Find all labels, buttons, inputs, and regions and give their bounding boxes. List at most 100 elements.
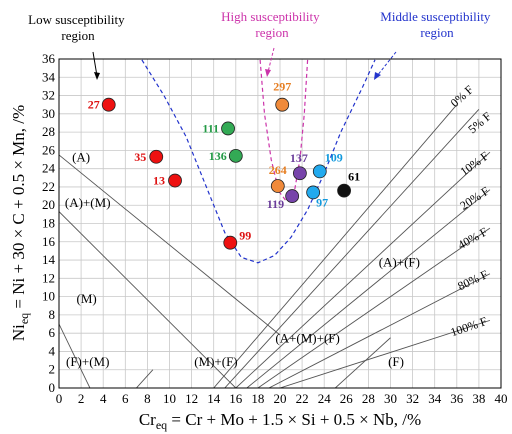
phase-boundary (246, 189, 491, 388)
data-point (275, 97, 290, 112)
x-tick-label: 22 (296, 391, 309, 406)
phase-boundary (59, 211, 237, 388)
plot-frame (58, 58, 502, 389)
y-tick-label: 32 (42, 88, 55, 103)
low-region-arrow (92, 51, 98, 77)
y-tick-label: 14 (42, 252, 56, 267)
data-point (221, 121, 235, 136)
x-tick-label: 28 (362, 391, 375, 406)
y-tick-label: 2 (49, 362, 56, 377)
y-tick-label: 34 (42, 69, 56, 84)
phase-label: (M)+(F) (194, 354, 237, 369)
x-tick-label: 2 (78, 391, 85, 406)
x-tick-label: 34 (428, 391, 442, 406)
point-label: 61 (348, 170, 360, 184)
phase-boundary (257, 227, 491, 388)
y-tick-label: 26 (42, 142, 56, 157)
x-tick-label: 6 (122, 391, 129, 406)
phase-boundary (334, 337, 391, 388)
point-label: 99 (239, 229, 251, 243)
phase-boundary (279, 319, 491, 388)
x-tick-label: 30 (384, 391, 397, 406)
high-region-arrow (267, 47, 275, 73)
middle-region-arrowhead (374, 72, 381, 80)
data-point (223, 235, 238, 250)
phase-boundary (213, 104, 458, 388)
phase-boundary (268, 273, 491, 388)
data-point (270, 179, 285, 193)
data-point (337, 183, 351, 198)
ferrite-label: 80% F (455, 267, 490, 293)
data-point (149, 149, 164, 164)
y-tick-label: 24 (42, 161, 56, 176)
x-tick-label: 26 (340, 391, 354, 406)
y-tick-label: 28 (42, 124, 55, 139)
phase-boundary (59, 154, 281, 336)
y-tick-label: 12 (42, 270, 55, 285)
data-point (101, 97, 116, 112)
ferrite-label: 40% F (455, 224, 490, 252)
point-label: 136 (209, 149, 227, 163)
x-tick-label: 32 (406, 391, 419, 406)
y-tick-label: 0 (49, 380, 56, 395)
x-tick-label: 14 (207, 391, 221, 406)
high-region-title: High susceptibility region (221, 9, 323, 40)
point-label: 119 (267, 197, 284, 211)
ferrite-label: 20% F (457, 184, 491, 213)
x-tick-label: 12 (185, 391, 198, 406)
x-tick-label: 10 (163, 391, 176, 406)
y-tick-label: 20 (42, 197, 55, 212)
point-label: 35 (134, 150, 146, 164)
x-tick-label: 36 (450, 391, 464, 406)
middle-region-title: Middle susceptibility region (380, 9, 493, 40)
ferrite-label: 0% F (448, 82, 477, 110)
x-axis-label: Creq = Cr + Mo + 1.5 × Si + 0.5 × Nb, /% (139, 410, 421, 432)
data-point (168, 173, 182, 188)
x-tick-label: 20 (274, 391, 287, 406)
phase-boundary (136, 369, 154, 388)
y-tick-label: 10 (42, 289, 55, 304)
y-tick-label: 22 (42, 179, 55, 194)
phase-label: (M) (77, 291, 97, 306)
low-region-title: Low susceptibility region (28, 12, 128, 43)
y-tick-label: 6 (49, 325, 56, 340)
middle-region-arrow (376, 51, 397, 77)
point-label: 27 (88, 98, 100, 112)
phase-boundary (59, 323, 91, 388)
x-tick-label: 18 (251, 391, 264, 406)
x-tick-label: 8 (144, 391, 151, 406)
point-label: 109 (325, 150, 343, 164)
phase-boundary-lines (59, 104, 491, 388)
phase-label: (F) (388, 354, 404, 369)
high-region-arrowhead (265, 69, 271, 77)
y-tick-label: 8 (49, 307, 56, 322)
point-label: 297 (273, 80, 291, 94)
y-tick-label: 4 (49, 343, 56, 358)
data-point (228, 148, 243, 163)
x-tick-label: 38 (472, 391, 485, 406)
point-label: 111 (202, 121, 219, 135)
ferrite-label: 10% F (457, 148, 491, 178)
y-tick-label: 36 (42, 51, 56, 66)
phase-boundary (224, 108, 480, 388)
y-tick-label: 16 (42, 234, 56, 249)
ferrite-label: 100% F (449, 314, 489, 340)
phase-labels: (A) (A)+(M) (M) (F)+(M) (M)+(F) (A+(M)+(F) (F)… (65, 149, 420, 369)
grid (58, 58, 502, 389)
low-region-arrowhead (94, 72, 100, 80)
phase-label: (A)+(M) (65, 195, 111, 210)
phase-boundary (235, 151, 491, 388)
x-tick-label: 16 (229, 391, 243, 406)
phase-label: (A) (72, 149, 90, 164)
x-tick-labels: 0 2 4 6 8 10 12 14 16 18 20 22 24 26 28 30 32 34 36 38 40 (56, 391, 508, 406)
x-tick-label: 4 (100, 391, 107, 406)
data-point (306, 185, 321, 200)
data-point (285, 189, 300, 203)
phase-label: (F)+(M) (66, 354, 109, 369)
middle-susceptibility-curve (141, 59, 376, 264)
phase-label: (A)+(F) (379, 254, 420, 269)
